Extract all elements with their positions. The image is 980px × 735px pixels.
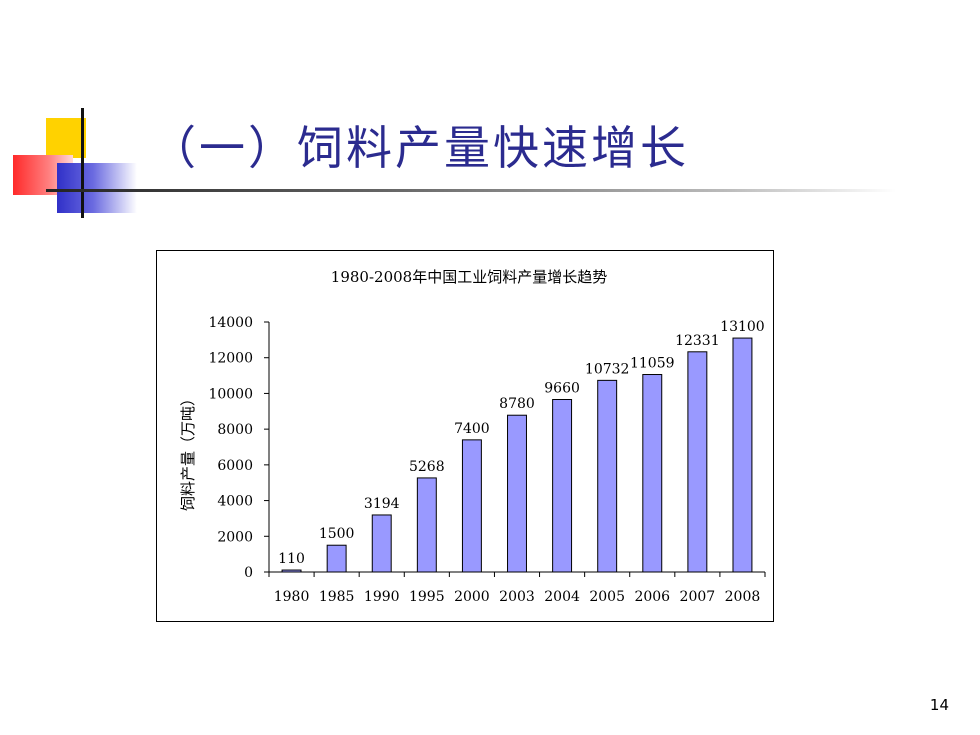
x-tick-label: 2008 bbox=[725, 589, 761, 605]
y-tick-label: 2000 bbox=[217, 529, 253, 545]
bar bbox=[326, 544, 347, 573]
data-label: 7400 bbox=[454, 421, 490, 437]
chart-container: 1980-2008年中国工业饲料产量增长趋势 饲料产量（万吨） 0 2000 400… bbox=[156, 250, 774, 622]
x-tick-label: 2004 bbox=[544, 589, 580, 605]
chart-title: 1980-2008年中国工业饲料产量增长趋势 bbox=[331, 268, 607, 286]
data-label: 10732 bbox=[585, 361, 630, 377]
bar bbox=[416, 477, 437, 573]
x-tick-label: 2005 bbox=[589, 589, 625, 605]
bar bbox=[461, 439, 482, 573]
bar bbox=[281, 569, 302, 573]
y-tick-label: 8000 bbox=[217, 422, 253, 438]
y-axis-title: 饲料产量（万吨） bbox=[179, 391, 197, 511]
decor-vertical-line bbox=[81, 108, 84, 218]
x-tick-label: 2000 bbox=[454, 589, 490, 605]
bar-chart: 1980-2008年中国工业饲料产量增长趋势 饲料产量（万吨） 0 2000 400… bbox=[179, 268, 766, 605]
bar bbox=[597, 379, 618, 573]
bar bbox=[507, 414, 527, 573]
x-tick-label: 1990 bbox=[364, 589, 400, 605]
slide-title: （一）饲料产量快速增长 bbox=[150, 121, 689, 175]
data-label: 3194 bbox=[364, 496, 400, 512]
y-tick-label: 14000 bbox=[208, 315, 253, 331]
data-label: 13100 bbox=[720, 319, 765, 335]
bar bbox=[687, 351, 708, 573]
bar bbox=[642, 374, 663, 573]
data-label: 11059 bbox=[630, 356, 675, 372]
bar bbox=[371, 514, 392, 573]
y-tick-label: 6000 bbox=[217, 458, 253, 474]
data-label: 5268 bbox=[409, 459, 445, 475]
data-label: 9660 bbox=[544, 381, 580, 397]
data-label: 1500 bbox=[319, 526, 355, 542]
x-tick-label: 2007 bbox=[680, 589, 716, 605]
x-tick-label: 1995 bbox=[409, 589, 445, 605]
x-tick-label: 2006 bbox=[634, 589, 670, 605]
y-tick-label: 4000 bbox=[217, 494, 253, 510]
title-underline bbox=[46, 189, 896, 192]
data-label: 8780 bbox=[499, 396, 535, 412]
y-tick-label: 0 bbox=[244, 565, 253, 581]
bar bbox=[552, 399, 573, 573]
y-tick-label: 10000 bbox=[208, 386, 253, 402]
page-number: 14 bbox=[929, 696, 949, 714]
decor-blue-square bbox=[57, 163, 137, 213]
data-label: 12331 bbox=[675, 333, 720, 349]
data-label: 110 bbox=[278, 551, 305, 567]
x-tick-label: 1985 bbox=[319, 589, 355, 605]
x-tick-label: 1980 bbox=[274, 589, 310, 605]
x-tick-label: 2003 bbox=[499, 589, 535, 605]
y-tick-label: 12000 bbox=[208, 351, 253, 367]
decor-yellow-square bbox=[46, 118, 86, 158]
bar bbox=[732, 337, 753, 573]
